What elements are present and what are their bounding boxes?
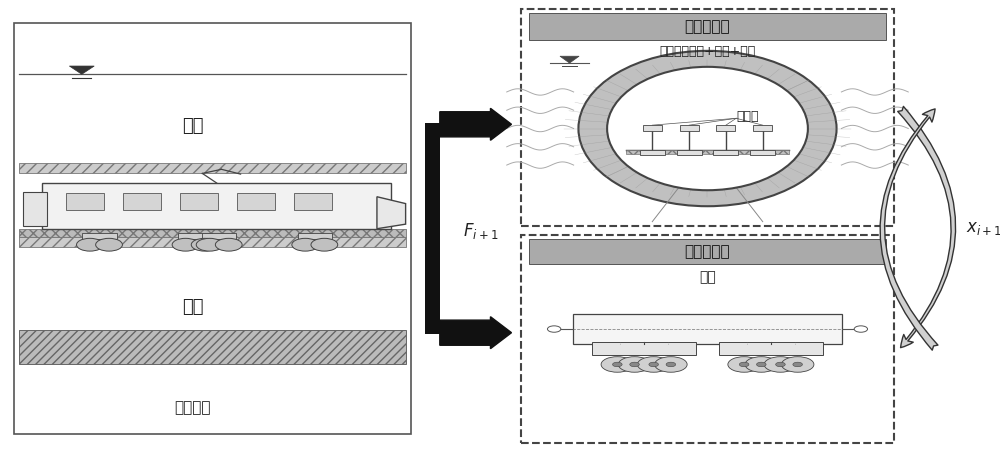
Bar: [19, 163, 406, 173]
FancyArrowPatch shape: [898, 106, 956, 348]
Bar: [753, 125, 772, 131]
FancyArrow shape: [440, 317, 512, 349]
Circle shape: [601, 356, 634, 372]
Circle shape: [618, 356, 651, 372]
Ellipse shape: [607, 67, 808, 190]
Bar: [202, 233, 236, 239]
Bar: [719, 342, 823, 356]
Bar: [19, 330, 406, 364]
Polygon shape: [69, 66, 94, 74]
Bar: [19, 228, 406, 237]
Circle shape: [764, 356, 797, 372]
Circle shape: [745, 356, 778, 372]
Circle shape: [666, 362, 676, 367]
Text: 物理子结构: 物理子结构: [685, 19, 730, 34]
Circle shape: [172, 239, 199, 251]
Circle shape: [637, 356, 670, 372]
Circle shape: [793, 362, 802, 367]
Bar: [529, 13, 886, 40]
Bar: [713, 150, 738, 155]
Circle shape: [728, 356, 760, 372]
Bar: [180, 193, 218, 209]
Circle shape: [311, 239, 338, 251]
Bar: [521, 235, 894, 443]
Bar: [529, 239, 886, 264]
Bar: [23, 192, 47, 226]
Polygon shape: [377, 197, 406, 228]
Bar: [14, 23, 411, 434]
Text: 海底基础: 海底基础: [175, 400, 211, 415]
Text: 作动器: 作动器: [736, 110, 759, 122]
Text: 车辆: 车辆: [699, 270, 716, 284]
Bar: [123, 193, 161, 209]
Circle shape: [776, 362, 785, 367]
Bar: [592, 342, 696, 356]
Bar: [294, 193, 332, 209]
Text: $x_{i+1}$: $x_{i+1}$: [966, 219, 1000, 237]
FancyArrow shape: [440, 108, 512, 140]
Circle shape: [613, 362, 622, 367]
Text: $F_{i+1}$: $F_{i+1}$: [463, 221, 498, 241]
Text: 流体: 流体: [182, 117, 204, 135]
Circle shape: [630, 362, 639, 367]
Circle shape: [77, 239, 103, 251]
Circle shape: [757, 362, 766, 367]
Polygon shape: [560, 56, 579, 63]
Ellipse shape: [578, 51, 837, 206]
Bar: [237, 193, 275, 209]
Circle shape: [781, 356, 814, 372]
Bar: [750, 150, 775, 155]
Bar: [425, 123, 440, 334]
Circle shape: [292, 239, 319, 251]
Bar: [643, 125, 662, 131]
Circle shape: [96, 239, 122, 251]
Bar: [178, 233, 212, 239]
Bar: [640, 150, 665, 155]
Bar: [716, 125, 735, 131]
Bar: [82, 233, 117, 239]
Circle shape: [215, 239, 242, 251]
Bar: [19, 237, 406, 247]
Circle shape: [739, 362, 749, 367]
FancyArrowPatch shape: [880, 109, 938, 350]
Circle shape: [547, 326, 561, 332]
Circle shape: [854, 326, 868, 332]
Bar: [66, 193, 104, 209]
Circle shape: [191, 239, 218, 251]
Bar: [42, 183, 391, 228]
Bar: [573, 314, 842, 344]
Bar: [680, 125, 699, 131]
Bar: [626, 150, 789, 154]
Text: 数値子结构: 数値子结构: [685, 244, 730, 259]
Bar: [677, 150, 702, 155]
Circle shape: [649, 362, 658, 367]
Text: 悬浮隙道管体+锚索+流体: 悬浮隙道管体+锚索+流体: [659, 45, 756, 58]
Bar: [521, 9, 894, 226]
Text: 流体: 流体: [182, 298, 204, 316]
Bar: [298, 233, 332, 239]
Circle shape: [655, 356, 687, 372]
Circle shape: [196, 239, 223, 251]
